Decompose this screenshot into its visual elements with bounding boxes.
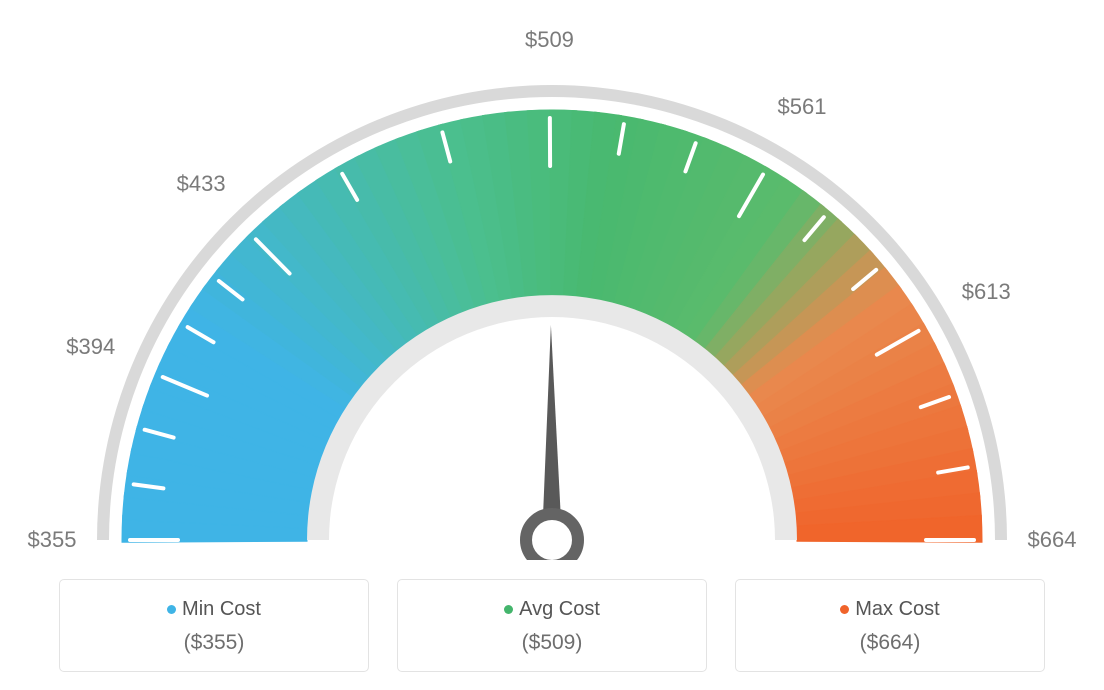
- legend-min: Min Cost ($355): [59, 579, 369, 672]
- legend-row: Min Cost ($355) Avg Cost ($509) Max Cost…: [0, 579, 1104, 672]
- legend-avg-label: Avg Cost: [519, 598, 600, 620]
- legend-max-value: ($664): [746, 631, 1034, 655]
- legend-max: Max Cost ($664): [735, 579, 1045, 672]
- legend-min-value: ($355): [70, 631, 358, 655]
- legend-min-title: Min Cost: [70, 598, 358, 621]
- gauge-svg: [0, 0, 1104, 560]
- gauge-tick-label: $433: [177, 171, 226, 197]
- dot-icon: [504, 605, 513, 614]
- gauge-tick-label: $355: [28, 527, 77, 553]
- legend-min-label: Min Cost: [182, 598, 261, 620]
- gauge-tick-label: $561: [778, 94, 827, 120]
- gauge-tick-label: $664: [1028, 527, 1077, 553]
- gauge-tick-label: $613: [962, 279, 1011, 305]
- dot-icon: [167, 605, 176, 614]
- legend-max-title: Max Cost: [746, 598, 1034, 621]
- cost-gauge: $355 $394 $433 $509 $561 $613 $664: [0, 0, 1104, 560]
- legend-max-label: Max Cost: [855, 598, 939, 620]
- legend-avg-title: Avg Cost: [408, 598, 696, 621]
- gauge-tick-label: $394: [66, 334, 115, 360]
- legend-avg-value: ($509): [408, 631, 696, 655]
- legend-avg: Avg Cost ($509): [397, 579, 707, 672]
- dot-icon: [840, 605, 849, 614]
- gauge-tick-label: $509: [525, 27, 574, 53]
